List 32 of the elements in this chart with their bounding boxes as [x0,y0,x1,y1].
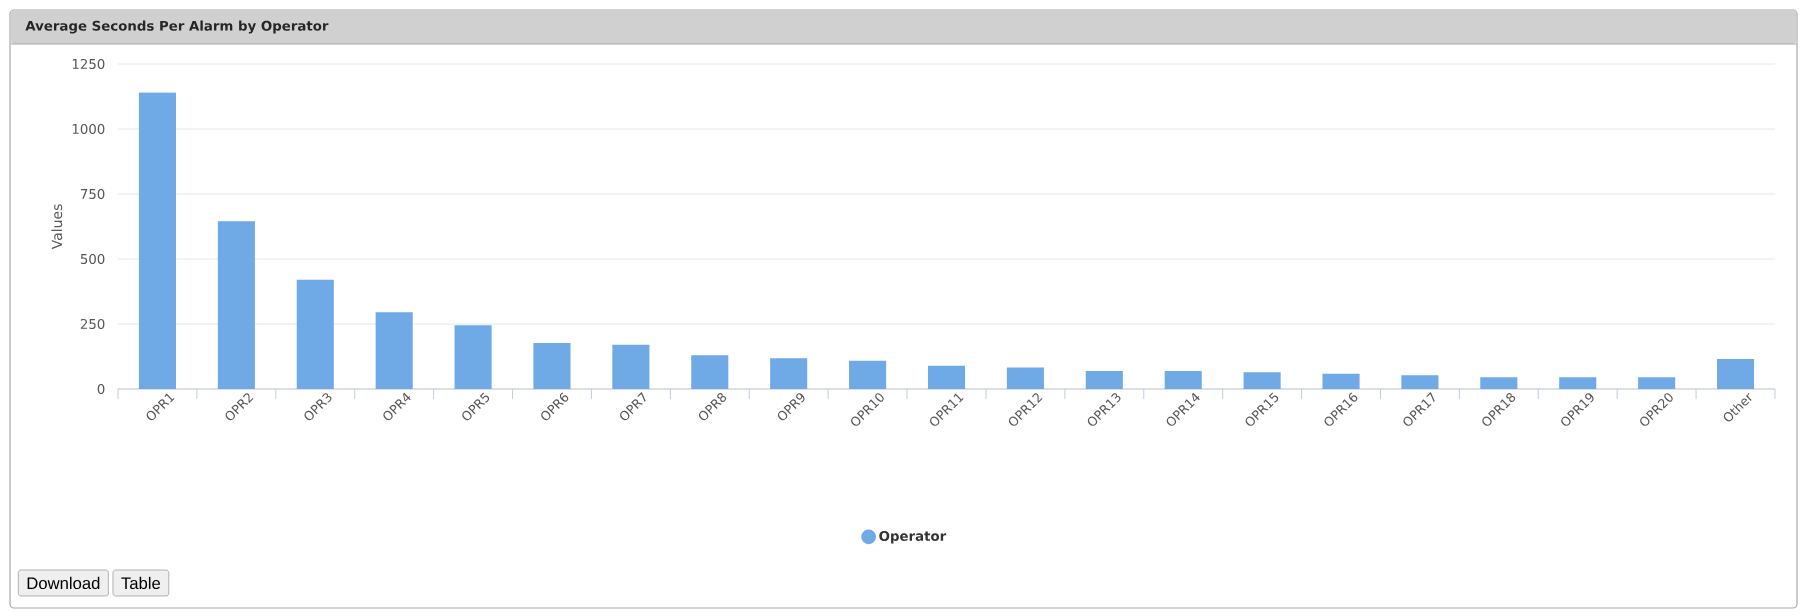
bar [612,344,650,389]
bar [1164,371,1202,389]
bar [1638,377,1676,389]
y-tick-label: 1000 [72,123,105,135]
legend-label: Operator [879,530,947,544]
y-tick-label: 250 [80,318,105,330]
bar [375,312,413,389]
bar [849,360,887,389]
y-axis-title: Values [51,204,63,250]
text: Table [121,576,161,590]
chart-title: Average Seconds Per Alarm by Operator [25,20,329,34]
bar [1322,373,1360,389]
bar [770,358,808,389]
text: Download [27,576,100,590]
bar [1401,375,1439,389]
bar [1006,367,1044,389]
bar [1480,377,1518,389]
bar [533,342,571,389]
y-tick-label: 500 [80,253,105,265]
bar [691,355,729,389]
bar [1085,371,1123,389]
bar [1559,377,1597,389]
bar [138,92,177,389]
bar [1243,372,1281,389]
bar [454,325,492,389]
bar [296,279,334,389]
bar [217,221,255,389]
bar [1717,359,1755,389]
y-tick-label: 750 [80,188,105,200]
y-tick-label: 1250 [72,58,105,70]
y-tick-label: 0 [97,383,105,395]
bar [927,365,966,389]
